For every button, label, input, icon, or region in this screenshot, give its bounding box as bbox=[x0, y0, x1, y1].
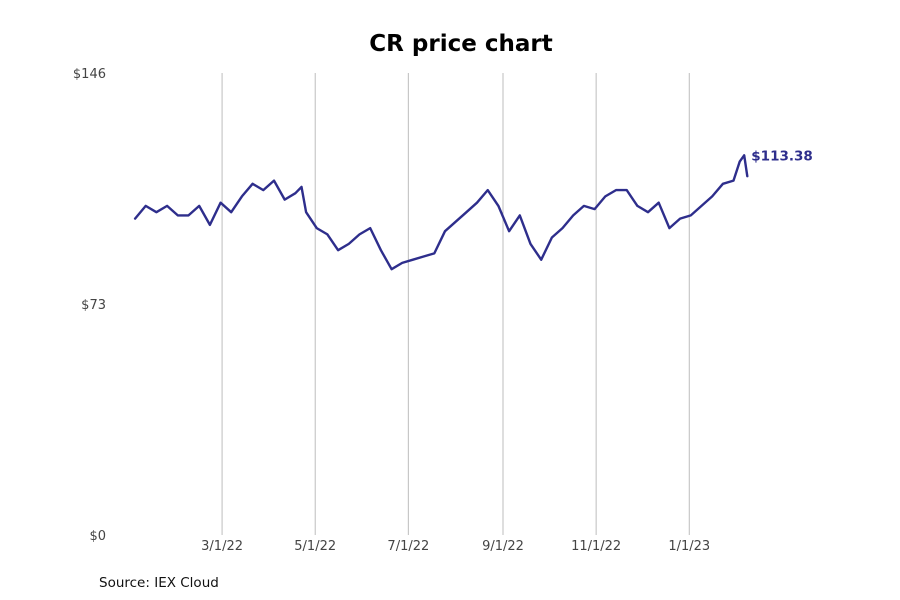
y-axis-ticks: $146 $73 $0 bbox=[73, 67, 106, 544]
x-tick-label: 5/1/22 bbox=[294, 539, 336, 554]
x-tick-label: 7/1/22 bbox=[387, 539, 429, 554]
y-tick-label: $73 bbox=[81, 298, 106, 313]
source-note: Source: IEX Cloud bbox=[99, 575, 219, 591]
gridlines bbox=[221, 73, 690, 535]
price-series-line bbox=[133, 154, 749, 271]
x-axis-ticks: 3/1/22 5/1/22 7/1/22 9/1/22 11/1/22 1/1/23 bbox=[201, 539, 710, 554]
last-price-label: $113.38 bbox=[751, 148, 813, 164]
chart-title: CR price chart bbox=[369, 31, 552, 57]
x-tick-label: 9/1/22 bbox=[482, 539, 524, 554]
x-tick-label: 1/1/23 bbox=[668, 539, 710, 554]
x-tick-label: 3/1/22 bbox=[201, 539, 243, 554]
y-tick-label: $0 bbox=[89, 529, 106, 544]
x-tick-label: 11/1/22 bbox=[571, 539, 621, 554]
y-tick-label: $146 bbox=[73, 67, 106, 82]
